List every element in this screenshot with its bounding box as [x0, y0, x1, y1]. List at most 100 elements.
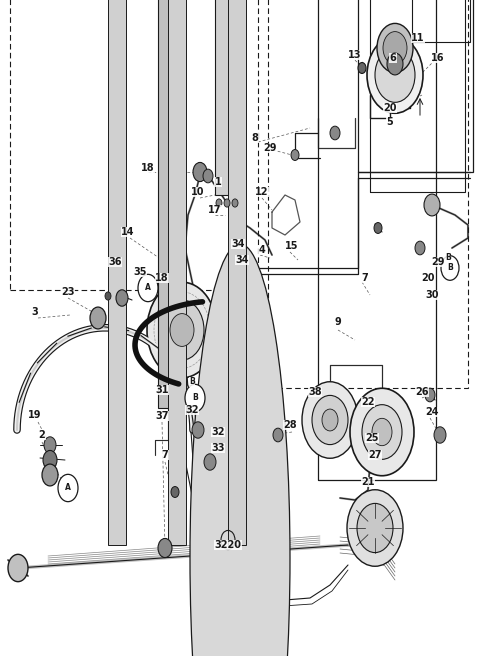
Circle shape [43, 451, 57, 470]
Text: 31: 31 [155, 385, 169, 395]
Circle shape [170, 314, 194, 346]
Circle shape [185, 384, 205, 412]
Circle shape [58, 474, 78, 502]
Bar [108, 0, 126, 545]
Circle shape [216, 199, 222, 207]
Text: 34: 34 [235, 255, 249, 265]
Text: 22: 22 [361, 397, 375, 407]
Text: B: B [189, 377, 195, 386]
Text: 12: 12 [255, 187, 269, 197]
Text: 2: 2 [38, 430, 46, 440]
Text: 38: 38 [308, 387, 322, 397]
Text: B: B [445, 253, 451, 262]
Circle shape [330, 126, 340, 140]
Bar [268, 0, 468, 388]
Text: 7: 7 [361, 273, 368, 283]
Text: 7: 7 [162, 450, 168, 460]
Bar [412, 0, 470, 42]
Circle shape [224, 199, 230, 207]
Circle shape [203, 169, 213, 183]
Text: 24: 24 [425, 407, 439, 417]
Text: 18: 18 [141, 163, 155, 173]
Text: 35: 35 [133, 267, 147, 277]
Text: 18: 18 [155, 273, 169, 283]
Text: 10: 10 [191, 187, 205, 197]
Circle shape [160, 300, 204, 360]
Circle shape [387, 53, 403, 75]
Circle shape [383, 31, 407, 64]
Text: 19: 19 [28, 410, 42, 420]
Circle shape [424, 194, 440, 216]
Text: 37: 37 [155, 411, 169, 421]
Text: B: B [447, 264, 453, 272]
Text: 34: 34 [231, 239, 245, 249]
Circle shape [90, 307, 106, 329]
Circle shape [204, 454, 216, 470]
Text: 36: 36 [108, 257, 122, 267]
Text: A: A [145, 283, 151, 293]
Circle shape [302, 382, 358, 459]
Bar [370, 0, 465, 192]
Circle shape [322, 409, 338, 431]
Circle shape [291, 150, 299, 161]
Circle shape [105, 292, 111, 300]
Text: 17: 17 [208, 205, 222, 215]
Circle shape [312, 396, 348, 445]
Circle shape [377, 24, 413, 73]
Circle shape [372, 419, 392, 445]
Circle shape [158, 539, 172, 558]
Circle shape [193, 163, 207, 182]
Text: 9: 9 [335, 317, 341, 327]
Text: 6: 6 [390, 53, 396, 63]
Circle shape [362, 405, 402, 459]
Text: 3: 3 [32, 307, 38, 317]
Text: 30: 30 [425, 290, 439, 300]
Text: 16: 16 [431, 53, 445, 63]
Text: 21: 21 [361, 477, 375, 487]
Circle shape [350, 388, 414, 476]
Bar [10, 0, 258, 290]
Text: 4: 4 [259, 245, 265, 255]
Text: 5: 5 [386, 117, 394, 127]
Text: B: B [192, 394, 198, 403]
Text: 11: 11 [411, 33, 425, 43]
Circle shape [171, 487, 179, 497]
Bar [215, 0, 237, 195]
Text: 20: 20 [383, 103, 397, 113]
Text: 13: 13 [348, 50, 362, 60]
Text: 23: 23 [61, 287, 75, 297]
Circle shape [357, 503, 393, 552]
Text: 15: 15 [285, 241, 299, 251]
Bar [158, 0, 176, 408]
Circle shape [147, 282, 217, 378]
Text: 32: 32 [185, 405, 199, 415]
Text: 29: 29 [263, 143, 277, 153]
Circle shape [232, 199, 238, 207]
Circle shape [192, 422, 204, 438]
Text: 28: 28 [283, 420, 297, 430]
Circle shape [441, 256, 459, 280]
Circle shape [347, 490, 403, 566]
Circle shape [42, 464, 58, 486]
Text: 33: 33 [211, 443, 225, 453]
Bar [318, 0, 436, 480]
Bar [358, 0, 473, 172]
Text: 29: 29 [431, 257, 445, 267]
Text: 25: 25 [365, 433, 379, 443]
Circle shape [44, 437, 56, 453]
Text: A: A [65, 483, 71, 493]
Circle shape [116, 290, 128, 306]
Text: 8: 8 [252, 133, 258, 143]
Circle shape [434, 427, 446, 443]
Circle shape [374, 222, 382, 234]
Text: 3220: 3220 [215, 540, 241, 550]
Text: 20: 20 [421, 273, 435, 283]
Text: 26: 26 [415, 387, 429, 397]
Text: 1: 1 [215, 177, 221, 187]
Circle shape [358, 62, 366, 73]
Bar [228, 0, 246, 545]
Bar [168, 0, 186, 545]
Text: 27: 27 [368, 450, 382, 460]
Ellipse shape [190, 244, 290, 656]
Circle shape [415, 241, 425, 255]
